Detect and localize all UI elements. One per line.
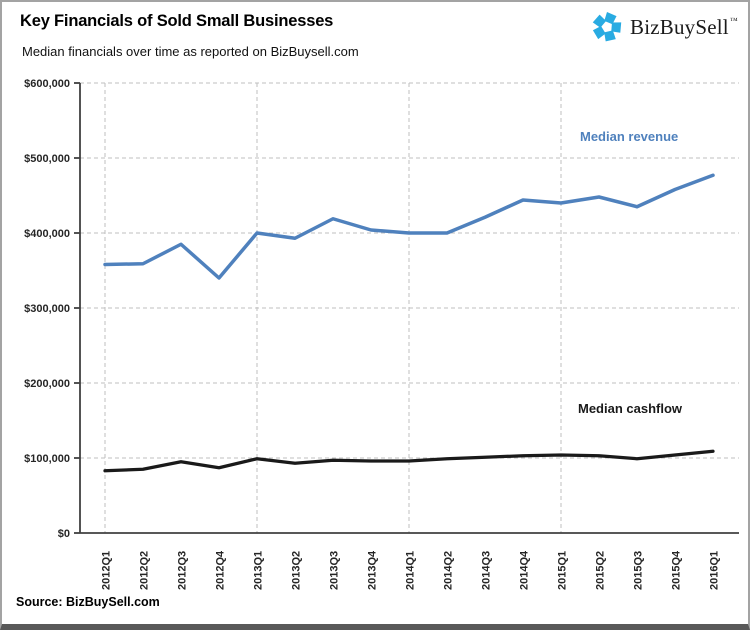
pinwheel-blade [604, 12, 617, 25]
x-tick-label: 2015Q1 [557, 551, 569, 590]
x-tick-label: 2012Q1 [101, 551, 113, 590]
x-tick-label: 2013Q2 [291, 551, 303, 590]
page-title: Key Financials of Sold Small Businesses [20, 12, 334, 30]
x-tick-label: 2012Q4 [215, 550, 227, 590]
pinwheel-icon [592, 12, 622, 42]
y-tick-label: $500,000 [24, 153, 70, 165]
y-tick-label: $600,000 [24, 78, 70, 90]
trademark-symbol: ™ [729, 15, 738, 25]
y-tick-label: $300,000 [24, 303, 70, 315]
x-tick-label: 2016Q1 [709, 551, 721, 590]
median-cashflow-line [103, 449, 715, 473]
x-tick-label: 2012Q2 [139, 551, 151, 590]
pinwheel-blade [592, 26, 606, 40]
y-tick-label: $100,000 [24, 453, 70, 465]
y-tick-label: $400,000 [24, 228, 70, 240]
pinwheel-blade [592, 14, 607, 28]
x-tick-label: 2014Q1 [405, 551, 417, 590]
cashflow-series-label: Median cashflow [578, 401, 683, 416]
x-tick-label: 2013Q4 [367, 550, 379, 590]
revenue-series-label: Median revenue [580, 129, 679, 144]
x-tick-label: 2014Q3 [481, 551, 493, 590]
y-tick-label: $0 [58, 528, 70, 540]
x-tick-label: 2014Q2 [443, 551, 455, 590]
x-tick-label: 2015Q2 [595, 551, 607, 590]
median-revenue-line [103, 173, 715, 280]
pinwheel-blade [611, 22, 622, 33]
x-tick-label: 2015Q4 [671, 550, 683, 590]
source-note: Source: BizBuySell.com [16, 595, 160, 609]
x-tick-label: 2013Q3 [329, 551, 341, 590]
x-tick-label: 2014Q4 [519, 550, 531, 590]
bizbuysell-logo: BizBuySell™ [590, 10, 738, 44]
logo-text: BizBuySell™ [630, 14, 738, 40]
y-tick-label: $200,000 [24, 378, 70, 390]
x-tick-label: 2012Q3 [177, 551, 189, 590]
pinwheel-blade [604, 30, 616, 42]
x-tick-label: 2013Q1 [253, 551, 265, 590]
page-subtitle: Median financials over time as reported … [22, 44, 359, 59]
x-tick-label: 2015Q3 [633, 551, 645, 590]
logo-wordmark: BizBuySell [630, 14, 729, 39]
